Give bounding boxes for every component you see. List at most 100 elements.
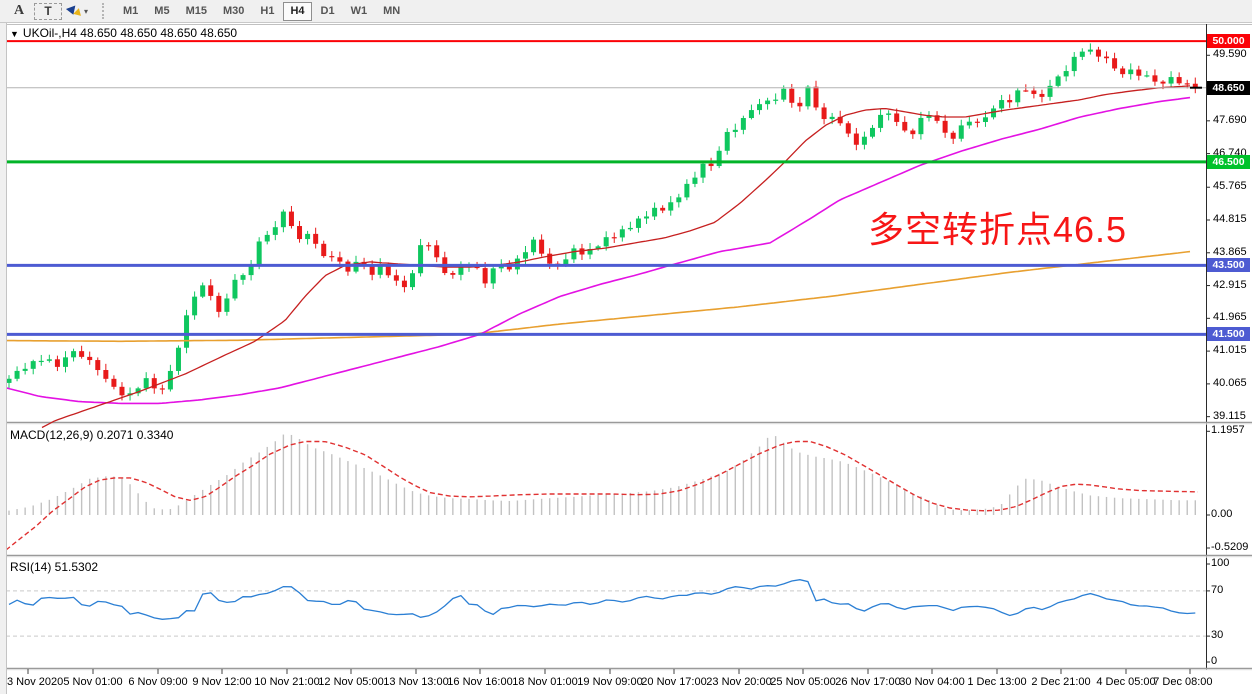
time-tick-label: 12 Nov 05:00 (318, 676, 384, 688)
rsi-scale-label: 100 (1211, 557, 1230, 569)
candle-body (603, 237, 609, 247)
candle-body (539, 239, 545, 254)
arrow-up-icon (73, 6, 83, 16)
timeframe-button-w1[interactable]: W1 (350, 5, 368, 17)
candle-body (934, 115, 940, 121)
time-tick-label: 2 Dec 21:00 (1031, 676, 1091, 688)
candle-body (522, 252, 528, 259)
candle-body (208, 285, 214, 296)
candle-body (950, 132, 956, 139)
time-tick-label: 23 Nov 20:00 (706, 676, 772, 688)
macd-label: MACD(12,26,9) 0.2071 0.3340 (10, 428, 174, 442)
time-tick-label: 13 Nov 13:00 (383, 676, 449, 688)
candle-body (579, 248, 585, 255)
candle-body (886, 113, 892, 115)
candle-body (248, 266, 254, 276)
ohlc-readout: 48.650 48.650 48.650 48.650 (80, 26, 238, 40)
candle-body (434, 245, 440, 258)
time-tick-label: 1 Dec 13:00 (967, 676, 1027, 688)
candle-body (692, 177, 698, 184)
candle-body (1112, 58, 1118, 69)
dropdown-caret-icon: ▾ (84, 6, 89, 16)
price-level-badge: 46.500 (1207, 155, 1250, 169)
rsi-line (8, 579, 1196, 620)
timeframe-button-m30[interactable]: M30 (222, 5, 245, 17)
symbol-dropdown-icon[interactable]: ▼ (10, 29, 19, 39)
candle-body (22, 368, 28, 371)
ma-fast-line (41, 85, 1191, 429)
rsi-scale-label: 70 (1211, 584, 1224, 596)
candle-body (159, 388, 165, 390)
candle-body (789, 88, 795, 103)
candle-body (595, 246, 601, 250)
candle-body (587, 249, 593, 255)
candle-body (184, 315, 190, 348)
time-tick-label: 5 Nov 01:00 (63, 676, 123, 688)
candle-body (563, 259, 569, 265)
timeframe-button-m5[interactable]: M5 (154, 5, 170, 17)
candle-body (305, 233, 311, 240)
candle-body (652, 207, 658, 217)
candle-body (393, 275, 399, 281)
candle-body (329, 256, 335, 258)
candle-body (910, 130, 916, 135)
candle-body (902, 121, 908, 131)
macd-scale-label: 0.00 (1211, 508, 1233, 520)
candle-body (111, 378, 117, 387)
candle-body (1063, 71, 1069, 77)
candle-body (797, 102, 803, 107)
candle-body (660, 207, 666, 211)
timeframe-button-h1[interactable]: H1 (260, 5, 275, 17)
timeframe-button-mn[interactable]: MN (383, 5, 401, 17)
price-level-badge: 43.500 (1207, 258, 1250, 272)
candle-body (337, 257, 343, 262)
candle-body (321, 243, 327, 257)
candle-body (14, 370, 20, 379)
timeframe-button-d1[interactable]: D1 (320, 5, 335, 17)
candle-body (216, 295, 222, 312)
candle-body (224, 298, 230, 312)
timeframe-button-m15[interactable]: M15 (185, 5, 207, 17)
candle-body (240, 275, 246, 280)
window-left-gutter (0, 22, 7, 694)
text-tool-button[interactable]: T (34, 2, 62, 20)
candle-body (450, 273, 456, 275)
candle-body (773, 99, 779, 101)
candle-body (1095, 49, 1101, 57)
time-tick-label: 16 Nov 16:00 (447, 676, 513, 688)
candle-body (410, 273, 415, 288)
candle-body (297, 226, 303, 240)
candle-body (853, 133, 859, 145)
candle-body (1087, 49, 1093, 52)
candle-body (974, 121, 980, 123)
price-tick-label: 41.965 (1213, 311, 1247, 323)
time-tick-label: 19 Nov 09:00 (577, 676, 643, 688)
candle-body (708, 163, 714, 167)
arrows-tool-button[interactable]: ▾ (64, 2, 91, 20)
candle-body (894, 113, 900, 122)
candle-body (611, 237, 617, 239)
macd-scale-label: 1.1957 (1211, 424, 1245, 436)
candle-body (1160, 81, 1166, 84)
timeframe-button-h4[interactable]: H4 (283, 1, 312, 21)
font-tool-button[interactable]: A (6, 2, 32, 20)
macd-plot (8, 434, 1196, 515)
candle-body (1079, 51, 1085, 57)
candle-body (54, 359, 60, 367)
price-level-badge: 41.500 (1207, 327, 1250, 341)
candle-body (458, 267, 464, 275)
candle-body (1047, 85, 1053, 97)
timeframe-button-m1[interactable]: M1 (123, 5, 139, 17)
candle-body (369, 264, 375, 275)
chart-background (0, 24, 1252, 694)
candle-body (272, 227, 278, 235)
candle-body (547, 253, 553, 264)
candle-body (288, 211, 294, 227)
candle-body (668, 202, 674, 211)
candle-body (1104, 56, 1110, 59)
candle-body (426, 245, 432, 247)
candle-body (143, 378, 149, 389)
candle-body (1168, 77, 1174, 84)
candle-body (878, 114, 884, 128)
candle-body (87, 356, 93, 361)
